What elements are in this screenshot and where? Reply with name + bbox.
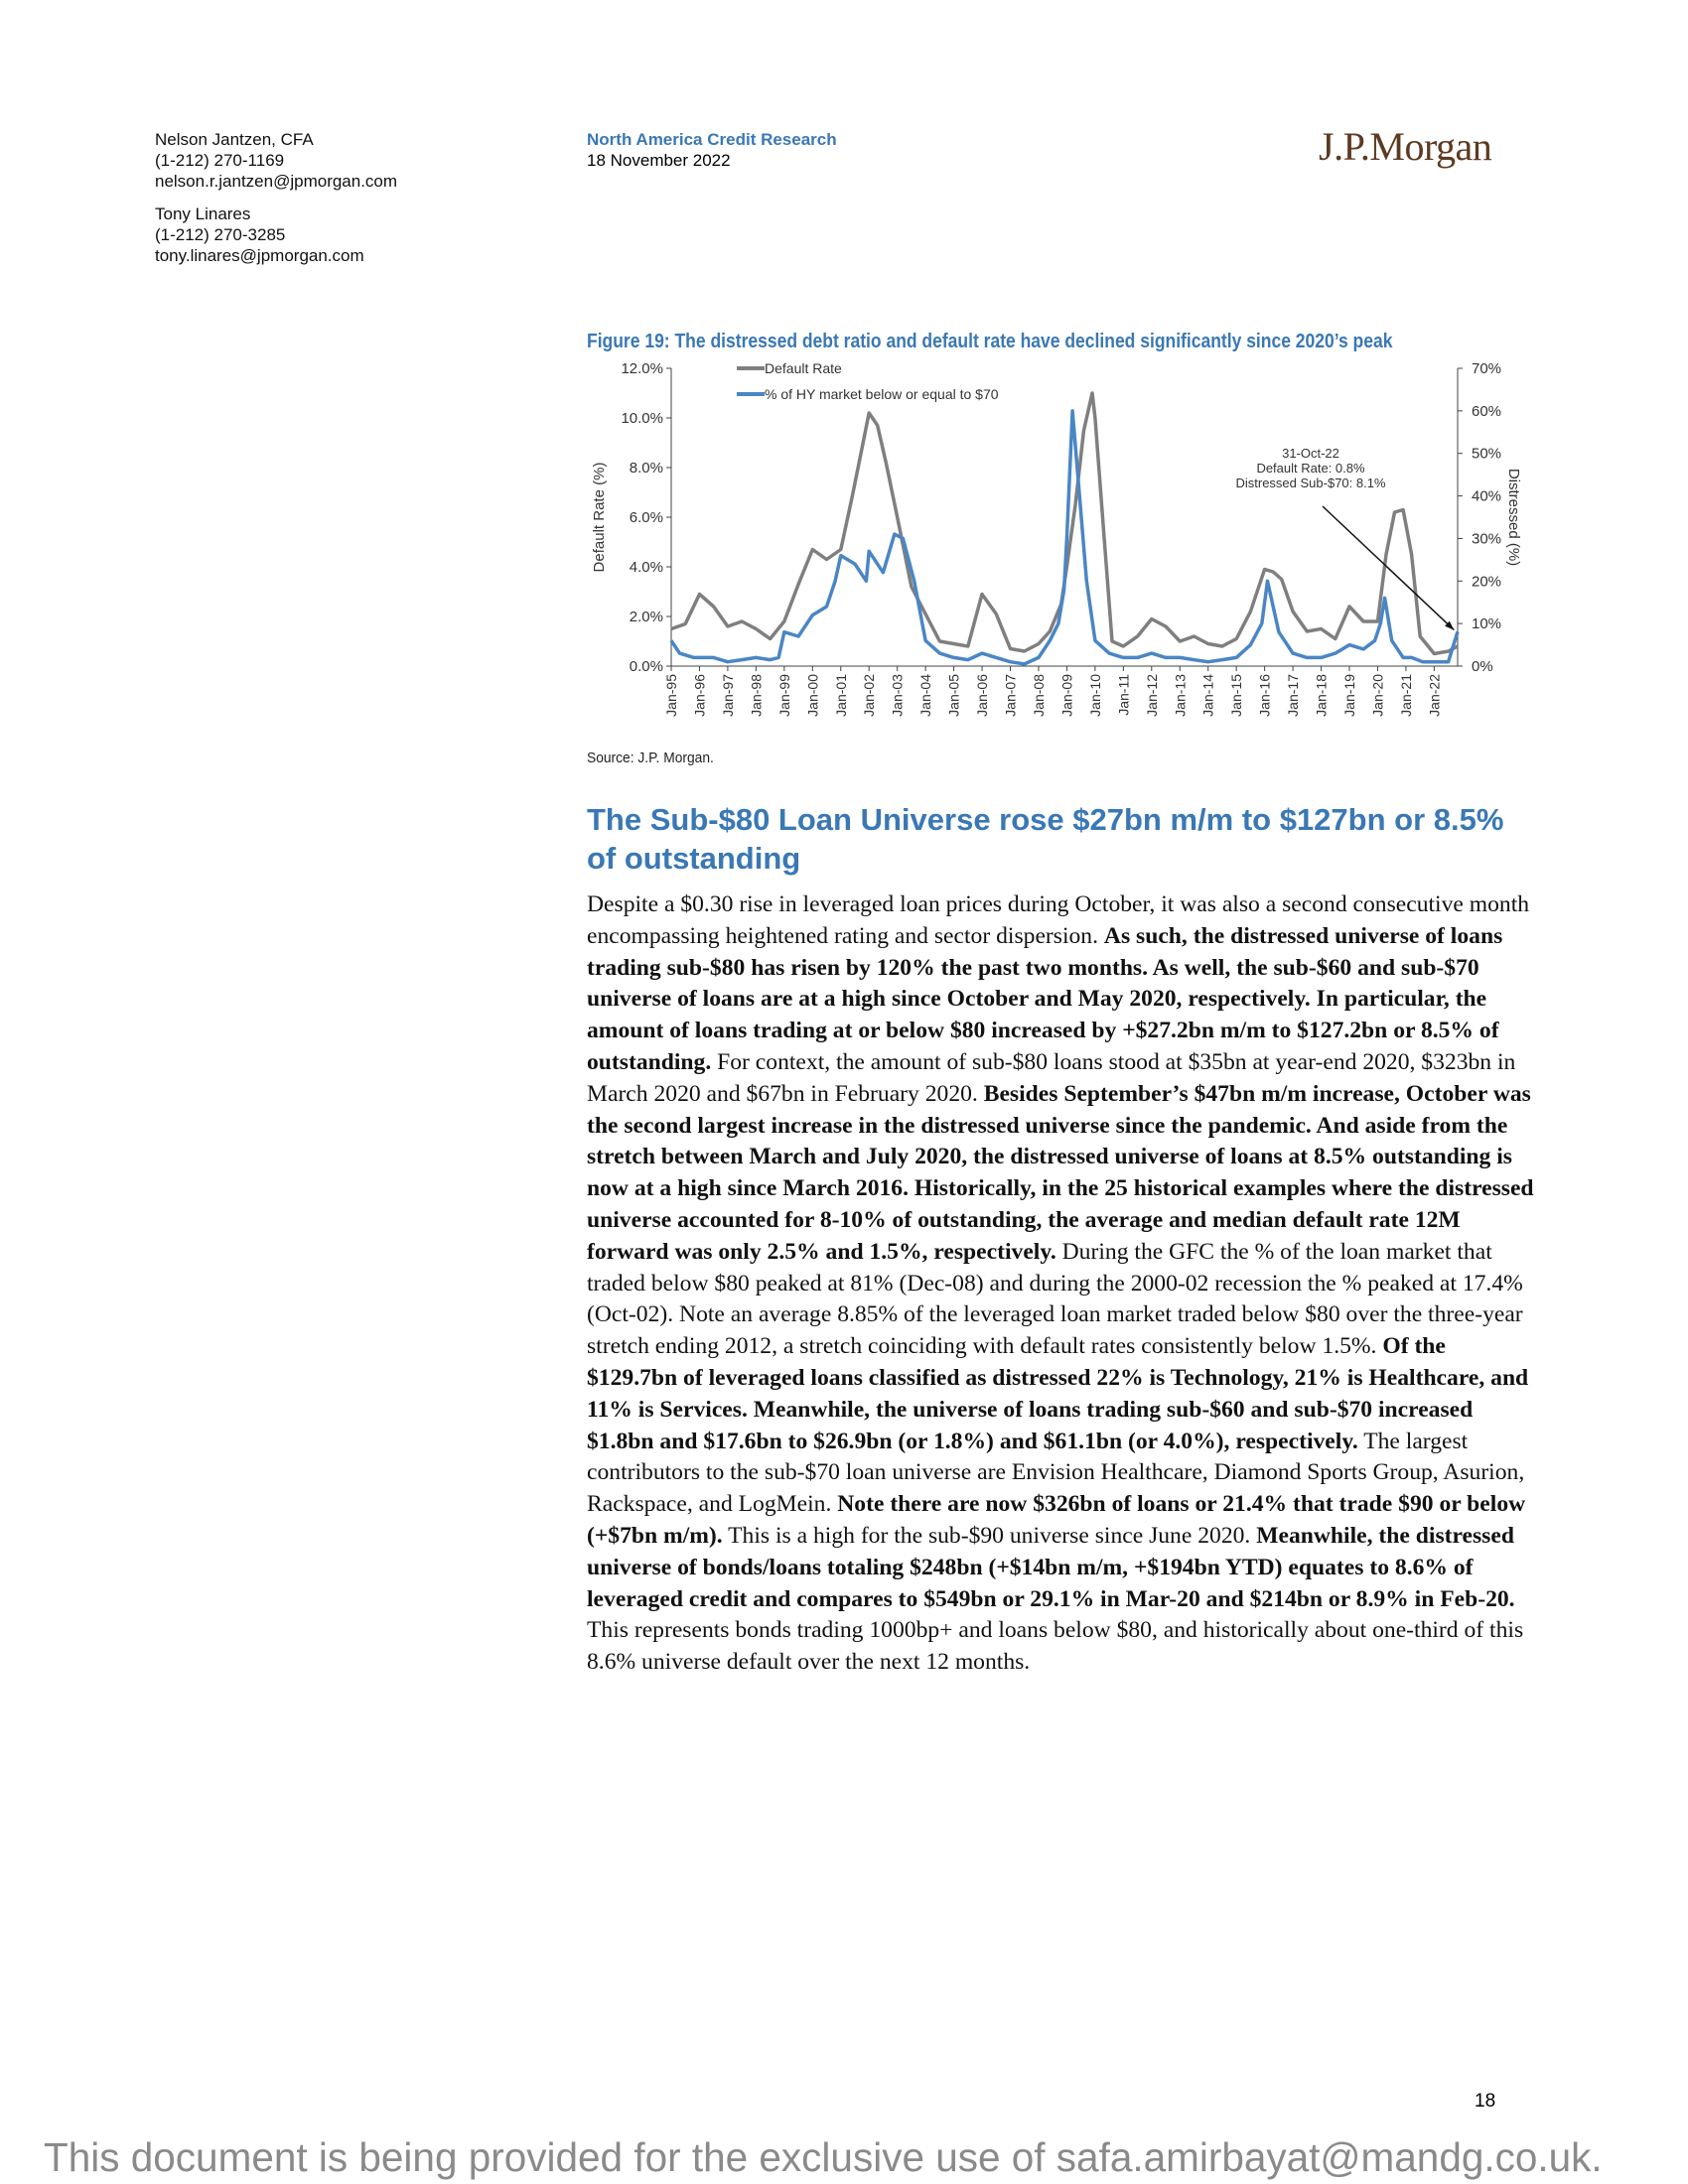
y-tick-label-right: 10% [1472,615,1501,632]
y-tick-label-left: 2.0% [630,609,663,625]
author-block: Nelson Jantzen, CFA (1-212) 270-1169 nel… [155,129,397,266]
annotation-arrowhead [1445,620,1455,630]
y-tick-label-right: 30% [1472,530,1501,547]
body-text-run-bold: Of the $129.7bn of leveraged loans class… [587,1333,1529,1454]
x-tick-label: Jan-01 [833,674,849,717]
distressed-line [669,409,1460,666]
body-text-run: This is a high for the sub-$90 universe … [722,1522,1257,1549]
report-date: 18 November 2022 [587,151,731,170]
figure-source: Source: J.P. Morgan. [587,750,714,766]
body-text-run: For context, the amount of sub-$80 loans… [587,1048,1516,1107]
y-tick-label-right: 60% [1472,403,1501,420]
author-phone: (1-212) 270-1169 [155,151,285,170]
x-tick-label: Jan-20 [1369,674,1385,717]
x-tick-label: Jan-09 [1058,674,1074,717]
y-tick-label-right: 0% [1472,658,1493,675]
author-email: nelson.r.jantzen@jpmorgan.com [155,172,398,191]
x-tick-label: Jan-07 [1003,674,1019,717]
x-tick-label: Jan-15 [1228,674,1244,717]
body-text-run-bold: Meanwhile, the distressed universe of bo… [587,1522,1515,1612]
y-tick-label-left: 6.0% [630,509,663,526]
default-rate-line [670,391,1459,656]
y-tick-label-right: 50% [1472,446,1501,463]
y-tick-label-left: 10.0% [621,410,663,427]
x-tick-label: Jan-03 [890,674,906,717]
y-tick-label-right: 70% [1472,360,1501,377]
legend-label: % of HY market below or equal to $70 [765,386,999,402]
x-tick-label: Jan-19 [1341,674,1357,717]
x-tick-label: Jan-12 [1144,674,1160,717]
x-tick-label: Jan-04 [917,674,933,717]
body-text-run: Despite a $0.30 rise in leveraged loan p… [587,891,1530,949]
x-tick-label: Jan-06 [974,674,990,717]
y-axis-title-right: Distressed (%) [1505,469,1522,566]
author-phone: (1-212) 270-3285 [155,225,286,244]
x-tick-label: Jan-95 [663,674,679,717]
body-paragraph: Despite a $0.30 rise in leveraged loan p… [587,889,1540,1679]
distressed-default-chart: 0.0% 2.0% 4.0% 6.0% 8.0% 10.0% 12.0% 0% 10% 20% 30… [591,360,1522,717]
author-name: Tony Linares [155,205,251,223]
x-tick-label: Jan-11 [1115,674,1131,716]
annotation-text: Default Rate: 0.8% [1256,461,1365,476]
x-tick-label: Jan-00 [804,674,820,717]
y-tick-label-right: 20% [1472,573,1501,590]
body-text-run: During the GFC the % of the loan market … [587,1238,1523,1360]
x-tick-label: Jan-02 [861,674,877,717]
x-tick-label: Jan-18 [1314,674,1330,717]
page-number: 18 [1475,2091,1496,2112]
legend-label: Default Rate [765,360,842,376]
author-email: tony.linares@jpmorgan.com [155,246,364,265]
x-tick-label: Jan-17 [1285,674,1301,717]
body-text-run-bold: Note there are now $326bn of loans or 21… [587,1491,1526,1549]
y-tick-label-left: 8.0% [630,460,663,477]
x-tick-label: Jan-16 [1257,674,1273,717]
x-tick-label: Jan-22 [1426,674,1442,717]
x-tick-label: Jan-13 [1172,674,1188,717]
x-tick-label: Jan-05 [946,674,962,717]
y-tick-label-left: 0.0% [630,658,663,675]
exclusive-use-footer: This document is being provided for the … [44,2134,1603,2180]
y-axis-title-left: Default Rate (%) [591,463,608,573]
annotation-text: Distressed Sub-$70: 8.1% [1235,476,1385,490]
body-text-run: The largest contributors to the sub-$70 … [587,1428,1525,1518]
x-tick-label: Jan-08 [1031,674,1047,717]
x-tick-label: Jan-98 [748,674,764,717]
x-tick-label: Jan-97 [720,674,736,717]
annotation-arrow [1322,505,1455,631]
section-heading: The Sub-$80 Loan Universe rose $27bn m/m… [587,802,1504,876]
report-series: North America Credit Research 18 Novembe… [587,129,837,171]
annotation-text: 31-Oct-22 [1282,446,1339,461]
x-tick-label: Jan-14 [1200,674,1216,717]
x-tick-label: Jan-96 [691,674,707,717]
author-name: Nelson Jantzen, CFA [155,130,314,149]
y-tick-label-right: 40% [1472,488,1501,505]
figure-title: Figure 19: The distressed debt ratio and… [587,331,1393,352]
y-tick-label-left: 4.0% [630,559,663,576]
x-tick-label: Jan-99 [776,674,792,717]
jpmorgan-logo: J.P.Morgan [1319,124,1492,169]
body-text-run-bold: As such, the distressed universe of loan… [587,922,1503,1075]
department-label: North America Credit Research [587,130,837,149]
body-text-run-bold: Besides September’s $47bn m/m increase, … [587,1080,1534,1265]
y-tick-label-left: 12.0% [621,360,663,377]
x-tick-label: Jan-10 [1087,674,1103,717]
x-tick-label: Jan-21 [1398,674,1414,717]
body-text-run: This represents bonds trading 1000bp+ an… [587,1617,1524,1676]
